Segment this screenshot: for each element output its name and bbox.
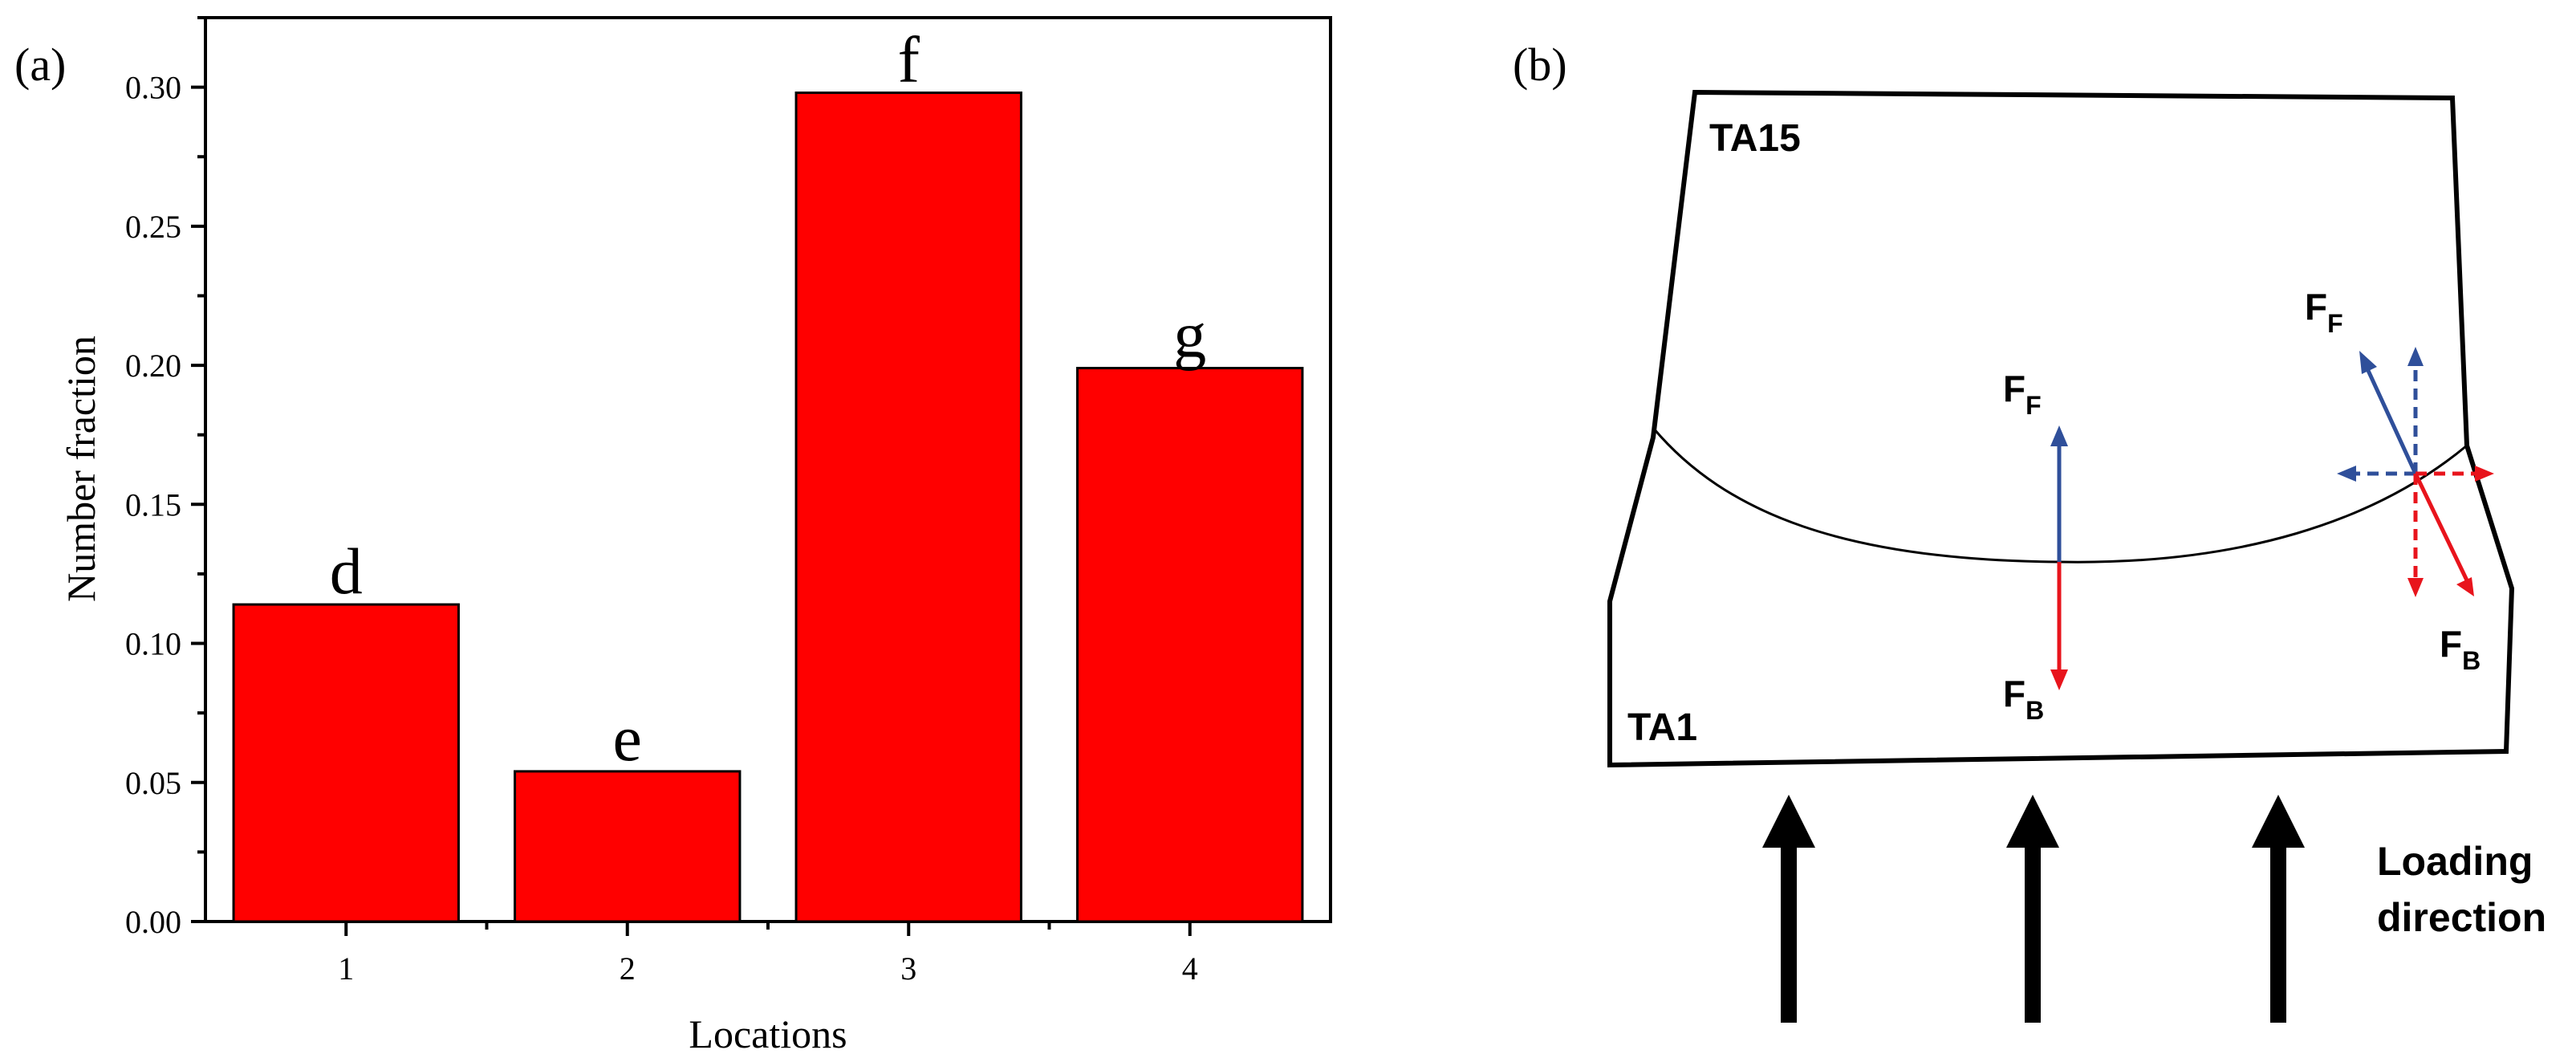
bars-layer [232, 92, 1304, 923]
right-force-b-arrowhead [2456, 577, 2474, 596]
bar [1076, 367, 1304, 923]
x-axis-title: Locations [689, 1011, 847, 1056]
panel-b: (b) TA15 TA1 FF FB [1513, 39, 2546, 1023]
center-force-down-arrowhead [2050, 669, 2068, 690]
bar [794, 92, 1022, 923]
bar [514, 770, 742, 923]
right-force-b-horizontal-arrowhead [2475, 466, 2494, 482]
y-tick-label: 0.15 [125, 486, 181, 523]
center-force-pair: FF FB [2003, 368, 2068, 725]
y-tick-label: 0.10 [125, 626, 181, 662]
bar-label: e [613, 702, 642, 775]
loading-arrow [1762, 795, 1815, 1023]
x-tick-label: 2 [620, 950, 636, 987]
bar-labels-layer: d e f g [330, 23, 1207, 775]
lower-material-label: TA1 [1627, 706, 1697, 749]
upper-material-label: TA15 [1709, 117, 1801, 160]
center-force-up-label: FF [2003, 368, 2042, 420]
bar [232, 603, 460, 923]
center-force-down-label: FB [2003, 673, 2044, 725]
y-axis-title: Number fraction [59, 336, 104, 602]
loading-direction-label-line2: direction [2377, 895, 2546, 940]
right-force-b-arrow [2413, 472, 2470, 584]
y-tick-label: 0.20 [125, 348, 181, 384]
right-force-up-label: FF [2305, 286, 2343, 338]
loading-direction-label-line1: Loading [2377, 839, 2533, 884]
right-force-f-arrowhead [2359, 351, 2377, 374]
y-tick-label: 0.00 [125, 904, 181, 940]
right-force-f-vertical-arrowhead [2407, 347, 2424, 366]
loading-arrow [2252, 795, 2305, 1023]
panel-a-label: (a) [14, 39, 66, 91]
panel-a: (a) d e f g 0.00 0.05 0.10 0.15 0.20 0.25 0.30 1 2… [14, 16, 1332, 1056]
x-tick-label: 3 [900, 950, 916, 987]
right-force-decomposition: FF FB [2305, 286, 2494, 675]
y-axis-ticks: 0.00 0.05 0.10 0.15 0.20 0.25 0.30 [125, 16, 205, 940]
y-tick-label: 0.25 [125, 209, 181, 245]
bar-label: g [1173, 299, 1206, 372]
panel-b-label: (b) [1513, 39, 1567, 91]
y-tick-label: 0.05 [125, 765, 181, 801]
x-axis-ticks: 1 2 3 4 [338, 922, 1198, 987]
right-force-f-arrow [2363, 364, 2418, 475]
right-force-b-vertical-arrowhead [2407, 578, 2424, 597]
center-force-up-arrowhead [2050, 425, 2068, 446]
x-tick-label: 4 [1182, 950, 1198, 987]
bar-label: d [330, 535, 363, 608]
loading-arrows [1762, 795, 2305, 1023]
y-tick-label: 0.30 [125, 70, 181, 106]
specimen-outline [1607, 89, 2515, 768]
right-force-down-label: FB [2440, 623, 2481, 675]
bar-label: f [898, 23, 920, 96]
right-force-f-horizontal-arrowhead [2337, 466, 2356, 482]
x-tick-label: 1 [338, 950, 354, 987]
loading-arrow [2006, 795, 2059, 1023]
